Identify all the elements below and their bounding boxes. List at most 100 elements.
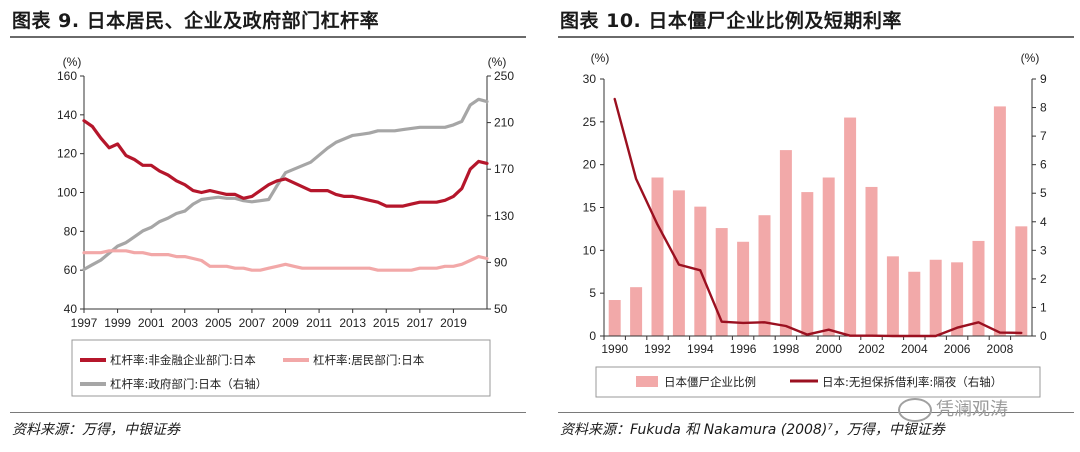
y-tick-label-right: 4 [1040, 215, 1047, 229]
x-tick-label: 2017 [406, 316, 433, 330]
left-source-rule [10, 412, 526, 413]
bar-1999 [801, 192, 814, 336]
y-tick-label-right: 130 [494, 209, 514, 223]
bar-2001 [844, 117, 857, 336]
y-tick-label-left: 40 [64, 302, 78, 316]
bar-2008 [993, 106, 1006, 336]
y-tick-label-left: 25 [583, 115, 597, 129]
x-tick-label: 2004 [901, 342, 928, 356]
y-tick-label-left: 160 [57, 69, 77, 83]
y-tick-label-right: 0 [1040, 329, 1047, 343]
x-tick-label: 2009 [272, 316, 299, 330]
y-tick-label-right: 50 [494, 302, 508, 316]
legend-label-line: 日本:无担保拆借利率:隔夜（右轴） [822, 375, 1002, 389]
legend-label-bar: 日本僵尸企业比例 [664, 375, 756, 389]
y-tick-label-right: 250 [494, 69, 514, 83]
bar-2004 [908, 271, 921, 336]
y-tick-label-right: 8 [1040, 101, 1047, 115]
watermark-text: 凭澜观涛 [936, 399, 1008, 420]
y-tick-label-right: 170 [494, 162, 514, 176]
x-tick-label: 2002 [858, 342, 885, 356]
legend-box [71, 339, 491, 397]
bar-1992 [651, 177, 664, 336]
bar-2003 [886, 256, 899, 336]
bar-2000 [822, 177, 835, 336]
y-tick-label-right: 6 [1040, 158, 1047, 172]
y-tick-label-right: 1 [1040, 300, 1047, 314]
x-tick-label: 2006 [944, 342, 971, 356]
x-tick-label: 1990 [601, 342, 628, 356]
bar-2002 [865, 186, 878, 336]
right-chart-title: 图表 10. 日本僵尸企业比例及短期利率 [560, 10, 902, 32]
y-tick-label-left: 5 [589, 286, 596, 300]
bar-1990 [608, 300, 621, 336]
watermark: 凭澜观涛 [898, 395, 1008, 422]
x-tick-label: 1996 [730, 342, 757, 356]
legend-label-2: 杠杆率:政府部门:日本（右轴） [110, 377, 267, 391]
y-tick-label-left: 60 [64, 263, 78, 277]
x-tick-label: 1992 [644, 342, 671, 356]
right-title-rule [558, 36, 1074, 38]
bar-2009 [1015, 226, 1028, 336]
y-tick-label-right: 9 [1040, 72, 1047, 86]
y-unit-right: (%) [488, 55, 507, 69]
x-tick-label: 2019 [440, 316, 467, 330]
bar-2007 [972, 240, 985, 336]
x-tick-label: 1994 [687, 342, 714, 356]
y-tick-label-left: 20 [583, 158, 597, 172]
x-tick-label: 2000 [815, 342, 842, 356]
y-tick-label-right: 5 [1040, 186, 1047, 200]
bar-2006 [951, 262, 964, 336]
y-tick-label-left: 80 [64, 224, 78, 238]
x-tick-label: 2011 [306, 316, 332, 330]
x-tick-label: 2007 [239, 316, 266, 330]
x-tick-label: 1998 [773, 342, 800, 356]
y-tick-label-right: 7 [1040, 129, 1047, 143]
y-tick-label-right: 3 [1040, 243, 1047, 257]
bar-1991 [630, 287, 643, 336]
right-source-rule [558, 412, 1074, 413]
x-tick-label: 1997 [71, 316, 98, 330]
y-tick-label-right: 90 [494, 255, 508, 269]
y-unit-left: (%) [591, 51, 610, 65]
y-tick-label-left: 15 [583, 201, 597, 215]
y-tick-label-left: 10 [583, 243, 597, 257]
series-line-1 [82, 249, 489, 272]
right-panel: 图表 10. 日本僵尸企业比例及短期利率 0 5 10 15 20 25 30 0 1 2 3 4 5 6… [548, 0, 1078, 452]
rate-line [613, 97, 1023, 338]
series-line-0 [82, 119, 489, 208]
x-tick-label: 2005 [205, 316, 232, 330]
x-tick-label: 2003 [171, 316, 198, 330]
legend-swatch-bar [636, 376, 658, 387]
x-tick-label: 1999 [104, 316, 131, 330]
left-chart-title: 图表 9. 日本居民、企业及政府部门杠杆率 [12, 10, 380, 32]
left-title-rule [10, 36, 526, 38]
bar-1996 [737, 241, 750, 336]
x-tick-label: 2008 [987, 342, 1014, 356]
y-tick-label-left: 120 [57, 147, 77, 161]
series-line-2 [82, 97, 489, 271]
y-tick-label-left: 100 [57, 186, 77, 200]
x-tick-label: 2001 [138, 316, 165, 330]
right-source-note: 资料来源：Fukuda 和 Nakamura (2008)⁷，万得，中银证券 [560, 422, 945, 438]
y-unit-right: (%) [1021, 51, 1040, 65]
legend-label-1: 杠杆率:居民部门:日本 [313, 353, 425, 367]
y-tick-label-left: 140 [57, 108, 77, 122]
left-source-note: 资料来源：万得，中银证券 [12, 422, 180, 438]
legend-box [595, 366, 1041, 398]
bar-1995 [715, 228, 728, 336]
y-tick-label-left: 30 [583, 72, 597, 86]
legend-label-0: 杠杆率:非金融企业部门:日本 [110, 353, 256, 367]
left-panel: 图表 9. 日本居民、企业及政府部门杠杆率 40 60 80 100 120 140 160… [0, 0, 530, 452]
wechat-icon [898, 398, 932, 422]
bar-1998 [779, 150, 792, 336]
x-tick-label: 2013 [339, 316, 366, 330]
y-unit-left: (%) [63, 55, 82, 69]
y-tick-label-left: 0 [589, 329, 596, 343]
y-tick-label-right: 2 [1040, 272, 1047, 286]
bar-2005 [929, 259, 942, 336]
bar-1997 [758, 215, 771, 336]
y-tick-label-right: 210 [494, 116, 514, 130]
